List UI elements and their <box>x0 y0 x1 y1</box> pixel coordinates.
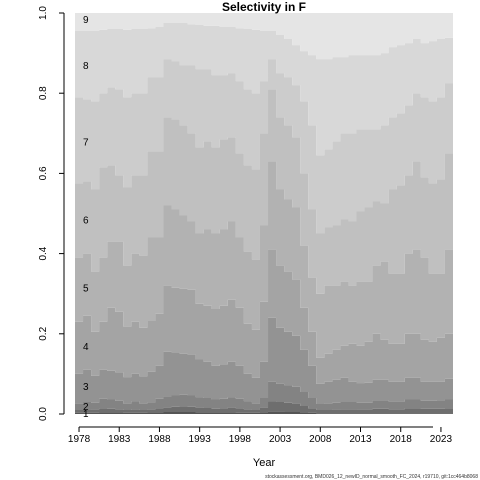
band-age-1 <box>75 411 453 414</box>
band-age-8 <box>75 59 453 234</box>
y-tick-label: 0.8 <box>38 86 49 100</box>
age-label-7: 7 <box>83 137 89 148</box>
y-tick-label: 0.0 <box>38 407 49 421</box>
age-label-3: 3 <box>83 382 89 393</box>
band-age-4 <box>75 317 453 404</box>
y-ticks: 0.0 0.2 0.4 0.6 0.8 1.0 <box>38 6 64 421</box>
y-tick-label: 0.2 <box>38 326 49 340</box>
axes <box>63 13 433 428</box>
band-age-9 <box>75 23 453 156</box>
x-axis-label: Year <box>253 457 276 469</box>
x-tick-label: 1983 <box>108 434 131 445</box>
band-age-2 <box>75 401 453 414</box>
age-label-2: 2 <box>83 402 89 413</box>
selectivity-bands <box>75 13 453 414</box>
x-tick-label: 1998 <box>229 434 252 445</box>
band-age-10 <box>75 13 453 60</box>
x-tick-label: 2003 <box>269 434 292 445</box>
age-label-9: 9 <box>83 15 89 26</box>
chart-title: Selectivity in F <box>222 0 306 14</box>
band-age-5 <box>75 249 453 384</box>
footer-text: stockassessment.org, BMD026_12_newID_nor… <box>265 474 478 480</box>
age-label-6: 6 <box>83 216 89 227</box>
x-tick-label: 1978 <box>68 434 91 445</box>
x-tick-label: 2008 <box>309 434 332 445</box>
band-age-3 <box>75 381 453 410</box>
age-labels: 12 3 4 5 6 7 8 9 <box>83 15 89 420</box>
band-age-6 <box>75 161 453 358</box>
band-age-7 <box>75 89 453 294</box>
x-tick-label: 1993 <box>189 434 212 445</box>
y-tick-label: 1.0 <box>38 6 49 20</box>
age-label-5: 5 <box>83 284 89 295</box>
x-tick-label: 2018 <box>390 434 413 445</box>
x-tick-label: 1988 <box>148 434 171 445</box>
y-tick-label: 0.6 <box>38 166 49 180</box>
y-tick-label: 0.4 <box>38 246 49 260</box>
x-tick-label: 2023 <box>430 434 453 445</box>
x-tick-label: 2013 <box>349 434 372 445</box>
age-label-8: 8 <box>83 61 89 72</box>
x-ticks: 1978 1983 1988 1993 1998 2003 2008 2013 2018 2023 <box>68 427 453 445</box>
age-label-1: 1 <box>83 409 89 420</box>
age-label-4: 4 <box>83 342 89 353</box>
